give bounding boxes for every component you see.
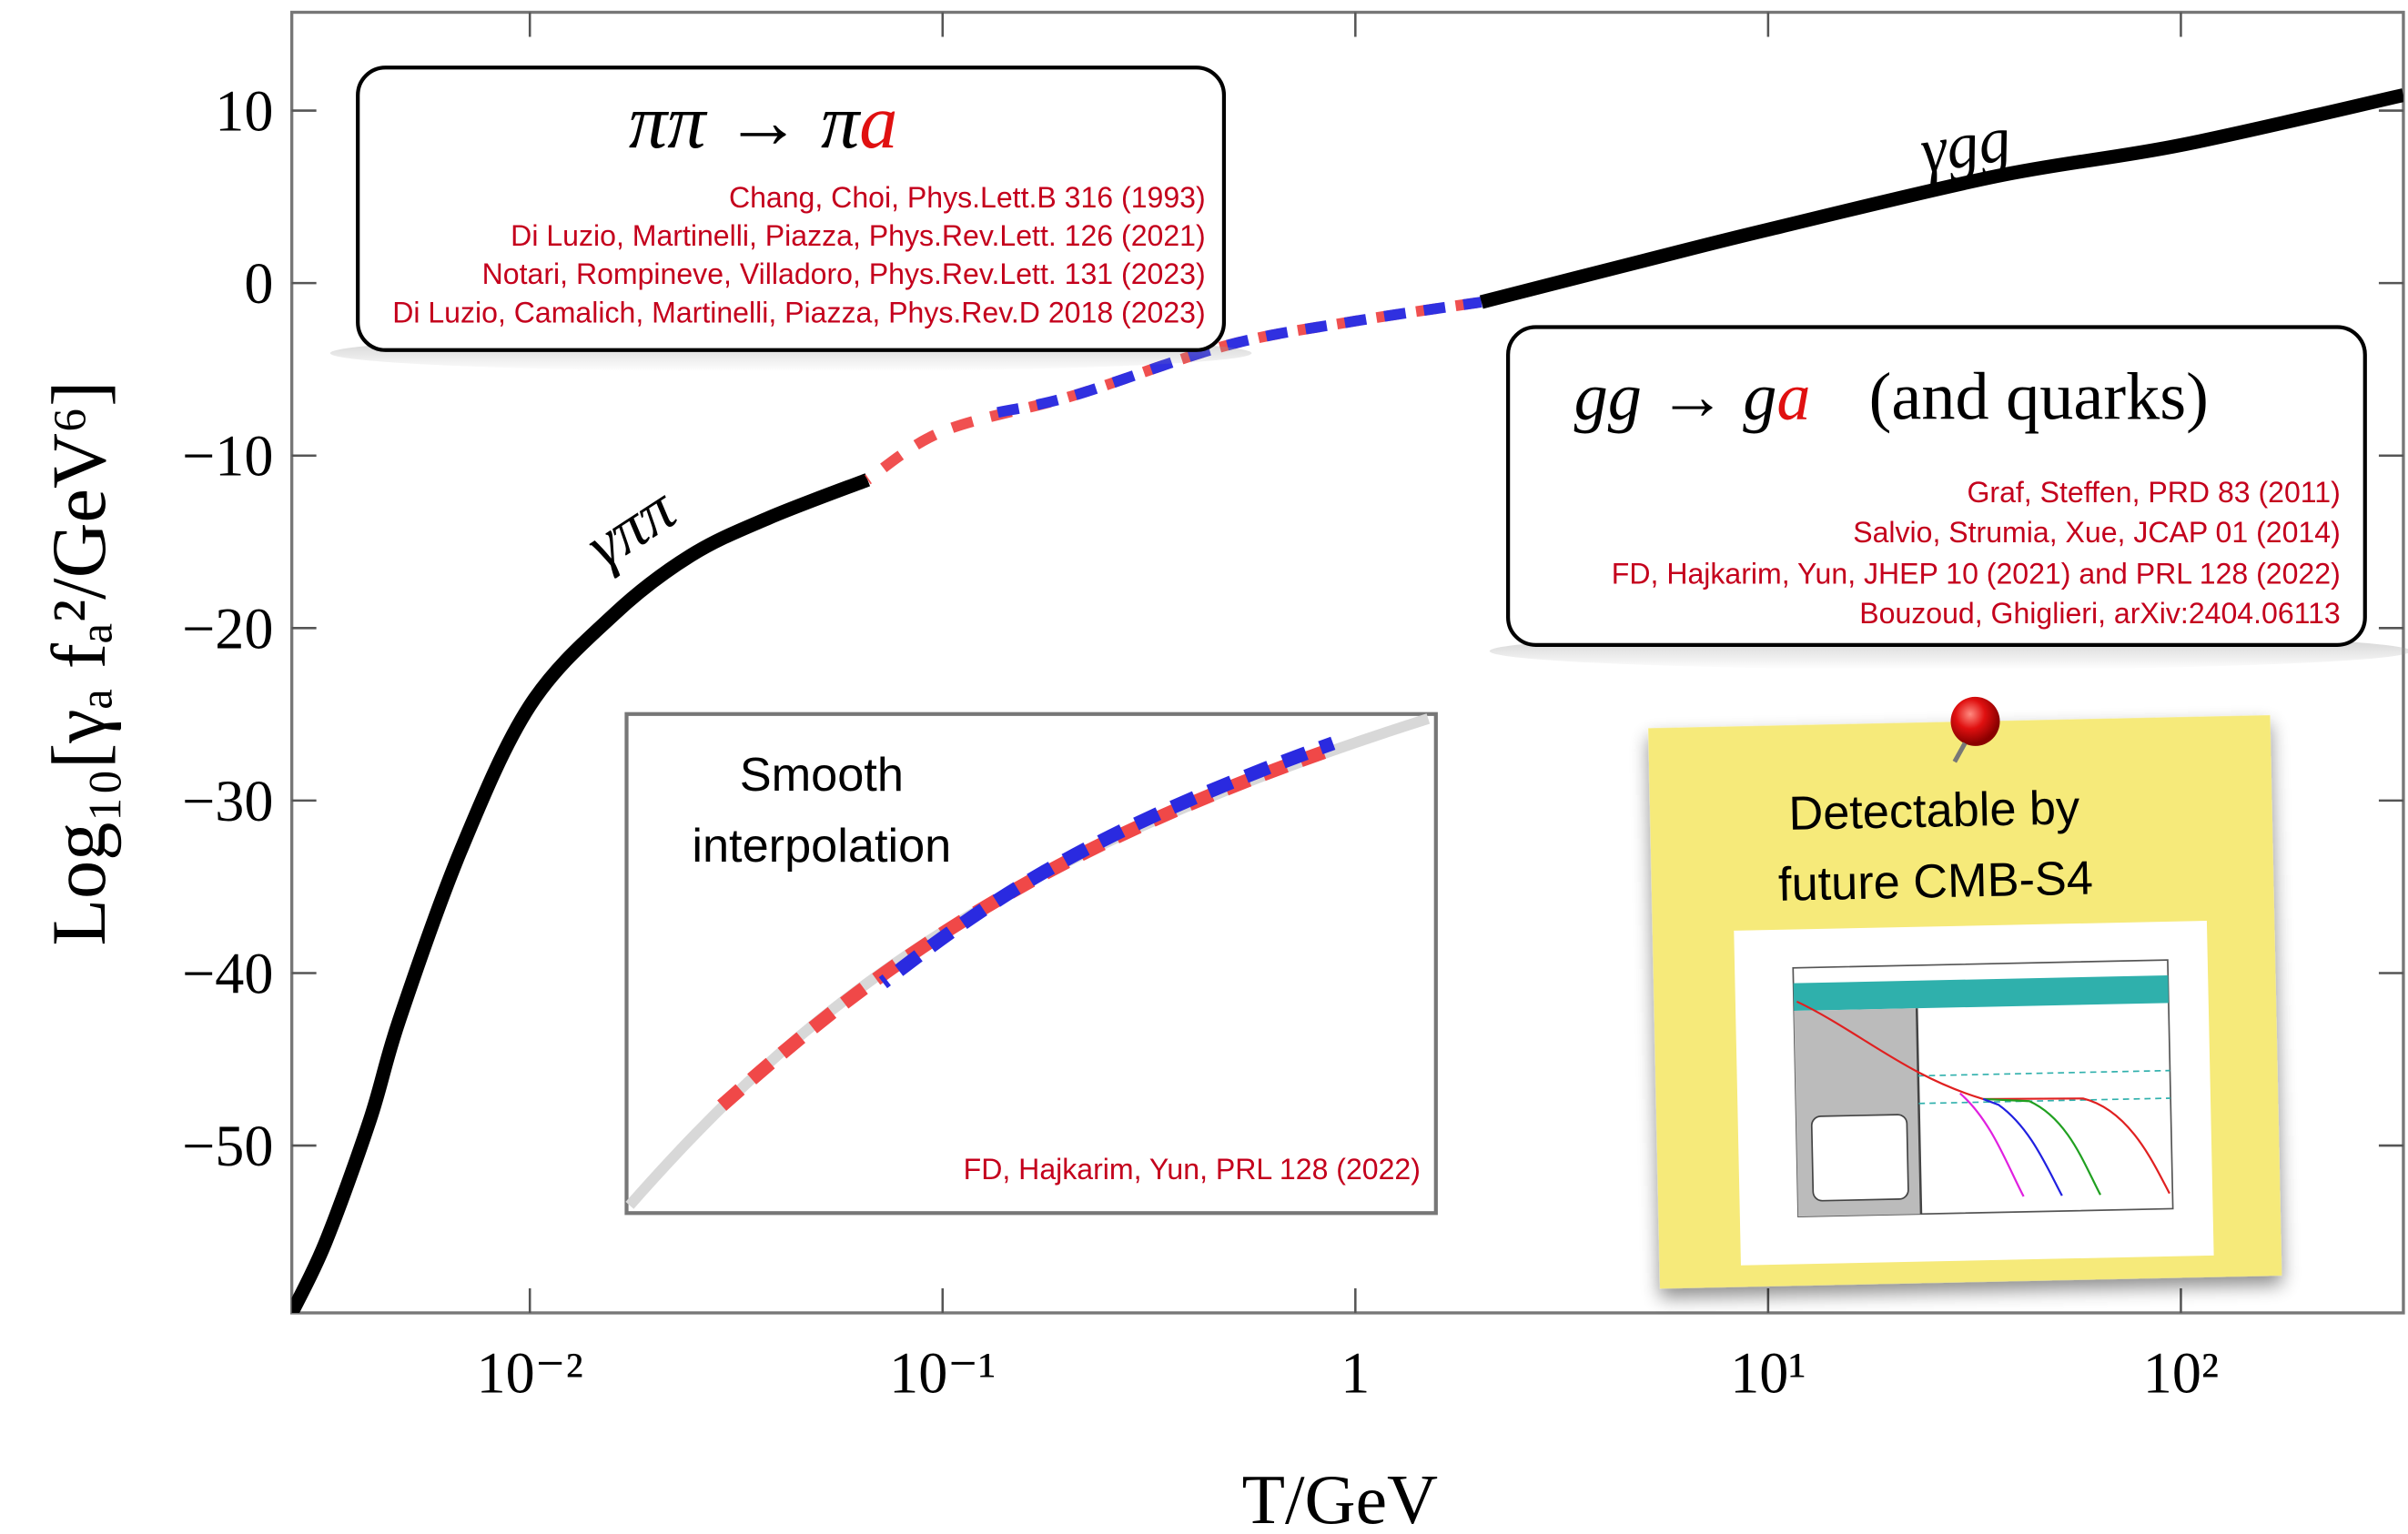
inset: Smooth interpolation FD, Hajkarim, Yun, … <box>627 714 1436 1213</box>
reference: Di Luzio, Martinelli, Piazza, Phys.Rev.L… <box>511 219 1206 252</box>
box-title: ππ → πa <box>629 80 897 165</box>
note-text: Detectable by <box>1788 782 2081 841</box>
x-tick-label: 10² <box>2143 1341 2219 1406</box>
inset-reference: FD, Hajkarim, Yun, PRL 128 (2022) <box>964 1153 1421 1186</box>
figure-legend <box>1812 1115 1909 1201</box>
box-title-a: a <box>859 80 897 165</box>
gluon-box: gg → ga (and quarks) Graf, Steffen, PRD 8… <box>1490 327 2408 669</box>
y-tick-label: 10 <box>215 79 273 144</box>
pion-box: ππ → πa Chang, Choi, Phys.Lett.B 316 (19… <box>330 67 1252 371</box>
reference: FD, Hajkarim, Yun, JHEP 10 (2021) and PR… <box>1612 557 2341 590</box>
y-tick-label: −20 <box>182 596 273 661</box>
y-tick-label: −40 <box>182 941 273 1005</box>
inset-title: Smooth <box>740 749 904 802</box>
box-title-note: (and quarks) <box>1869 360 2209 435</box>
note-text: future CMB-S4 <box>1777 853 2093 912</box>
reference: Graf, Steffen, PRD 83 (2011) <box>1967 476 2340 509</box>
page: {"chart_data": { "type": "line", "x_labe… <box>0 0 2408 1534</box>
sticky-note: Detectable by future CMB-S4 <box>1648 691 2282 1288</box>
y-axis-label: Log₁₀[γₐ fₐ²/GeV⁶] <box>37 381 122 946</box>
x-axis-label: T/GeV <box>1242 1460 1439 1534</box>
x-tick-label: 10¹ <box>1730 1341 1806 1406</box>
reference: Notari, Rompineve, Villadoro, Phys.Rev.L… <box>482 257 1206 290</box>
x-tick-label: 10⁻² <box>477 1341 583 1406</box>
box-title: gg → ga (and quarks) <box>1574 360 2209 435</box>
inset-title: interpolation <box>692 820 951 873</box>
box-title-text: ππ → π <box>629 80 862 165</box>
curve-label: γgg <box>1916 103 2016 187</box>
x-tick-label: 1 <box>1341 1341 1370 1406</box>
note-figure <box>1734 921 2213 1266</box>
y-tick-label: −30 <box>182 769 273 833</box>
reference: Bouzoud, Ghiglieri, arXiv:2404.06113 <box>1859 597 2341 630</box>
x-tick-label: 10⁻¹ <box>889 1341 996 1406</box>
chart: 10⁻² 10⁻¹ 1 10¹ 10² 10 0 −10 −20 −30 −40 −50 T/GeV Lo… <box>0 0 2408 1534</box>
y-tick-label: −50 <box>182 1114 273 1178</box>
y-tick-label: −10 <box>182 424 273 489</box>
reference: Di Luzio, Camalich, Martinelli, Piazza, … <box>392 296 1205 328</box>
y-tick-label: 0 <box>244 251 273 316</box>
box-title-text: gg → g <box>1574 360 1777 435</box>
reference: Chang, Choi, Phys.Lett.B 316 (1993) <box>729 181 1206 214</box>
reference: Salvio, Strumia, Xue, JCAP 01 (2014) <box>1853 516 2341 549</box>
box-title-a: a <box>1776 360 1810 435</box>
